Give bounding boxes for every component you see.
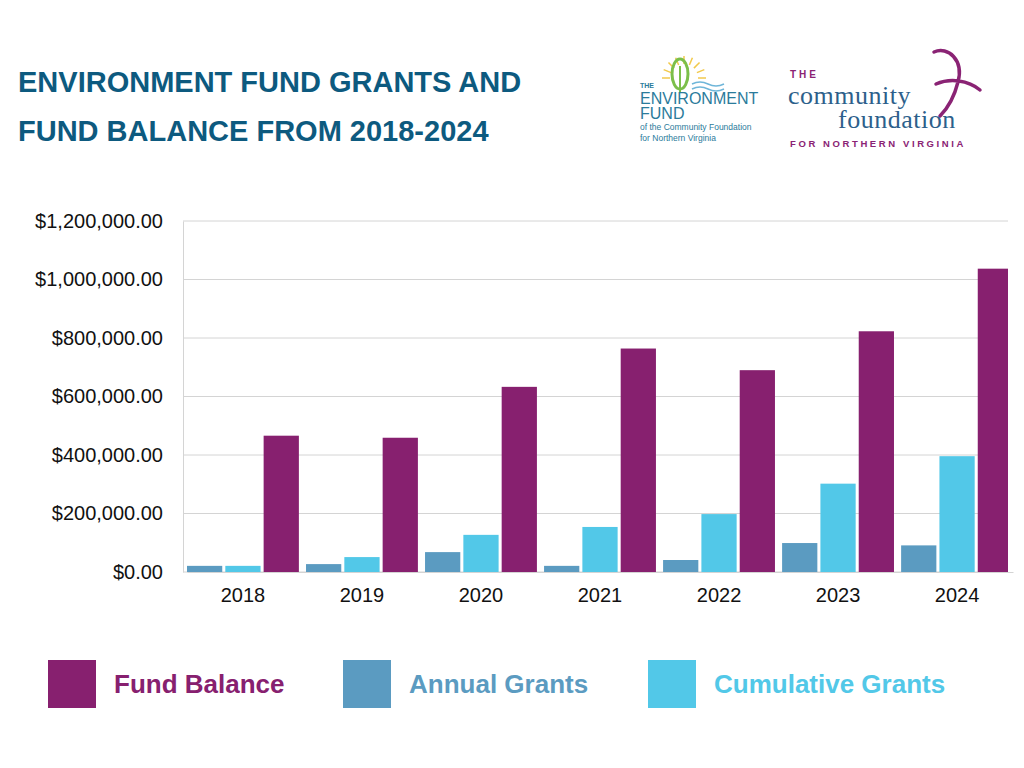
logo-sun-ray: [694, 62, 700, 68]
logo-text: FOR NORTHERN VIRGINIA: [790, 138, 966, 149]
legend-label: Annual Grants: [409, 669, 588, 699]
grid-line: [183, 221, 1008, 222]
legend-item: Annual Grants: [343, 660, 588, 708]
bar: [502, 387, 537, 572]
x-tick: 2024: [935, 572, 980, 606]
y-tick: $600,000.00: [52, 385, 183, 407]
x-axis-line: [188, 572, 1014, 573]
x-tick-label: 2020: [459, 584, 504, 606]
x-tick-label: 2021: [578, 584, 623, 606]
bar: [978, 269, 1008, 572]
bar: [939, 456, 974, 572]
y-tick-label: $400,000.00: [52, 444, 163, 466]
bar-series: [225, 456, 974, 572]
grid-line: [183, 279, 1008, 280]
bar: [264, 436, 299, 572]
bar: [463, 535, 498, 572]
x-tick: 2019: [340, 572, 385, 606]
logo-sun-ray: [664, 70, 671, 73]
y-tick-label: $1,200,000.00: [35, 210, 163, 232]
y-tick: $1,000,000.00: [35, 268, 183, 290]
bar: [820, 484, 855, 572]
x-tick: 2018: [221, 572, 266, 606]
chart-canvas: ENVIRONMENT FUND GRANTS AND FUND BALANCE …: [0, 0, 1024, 768]
y-tick-label: $1,000,000.00: [35, 268, 163, 290]
bar: [859, 331, 894, 572]
title-line: ENVIRONMENT FUND GRANTS AND: [18, 66, 521, 98]
title-line: FUND BALANCE FROM 2018-2024: [18, 115, 489, 147]
bar: [344, 557, 379, 572]
bar: [782, 543, 817, 572]
bar: [306, 564, 341, 572]
logo-text: of the Community Foundation: [640, 122, 752, 132]
x-tick: 2021: [578, 572, 623, 606]
logo-sun-ray: [662, 77, 670, 79]
x-tick-label: 2022: [697, 584, 742, 606]
legend-swatch: [648, 660, 696, 708]
grid: [183, 221, 1008, 572]
y-tick: $0.00: [113, 561, 183, 583]
x-tick: 2023: [816, 572, 861, 606]
logo-text: FUND: [640, 105, 684, 122]
logo-sun-ray: [698, 77, 706, 79]
y-tick: $400,000.00: [52, 444, 183, 466]
logo-trunk: [679, 66, 681, 92]
logo-sun-ray: [689, 58, 692, 65]
y-tick: $1,200,000.00: [35, 210, 183, 232]
logo-sun-ray: [697, 70, 704, 73]
x-tick-label: 2023: [816, 584, 861, 606]
y-tick: $800,000.00: [52, 327, 183, 349]
bar: [544, 566, 579, 572]
environment-fund-logo: THEENVIRONMENTFUNDof the Community Found…: [640, 56, 758, 143]
bar: [425, 552, 460, 572]
y-axis: $0.00 $200,000.00 $400,000.00 $600,000.00 $8…: [35, 210, 183, 583]
legend-label: Fund Balance: [114, 669, 284, 699]
logo-text: foundation: [838, 105, 956, 134]
legend-swatch: [343, 660, 391, 708]
y-tick-label: $600,000.00: [52, 385, 163, 407]
x-tick-label: 2018: [221, 584, 266, 606]
legend-item: Cumulative Grants: [648, 660, 945, 708]
x-tick-label: 2019: [340, 584, 385, 606]
community-foundation-logo: THEcommunityfoundationFOR NORTHERN VIRGI…: [788, 51, 980, 149]
logo-text: THE: [790, 69, 819, 80]
y-tick-label: $200,000.00: [52, 502, 163, 524]
y-tick: $200,000.00: [52, 502, 183, 524]
logo-text: for Northern Virginia: [640, 133, 716, 143]
y-tick-label: $800,000.00: [52, 327, 163, 349]
bar: [701, 514, 736, 572]
bar: [663, 560, 698, 572]
bar: [582, 527, 617, 572]
bars: [187, 269, 1008, 572]
bar: [901, 545, 936, 572]
legend-swatch: [48, 660, 96, 708]
bar: [225, 566, 260, 572]
bar: [187, 566, 222, 572]
x-axis: 2018 2019 2020 2021 2022 2023 2024: [188, 572, 1014, 606]
legend: Fund Balance Annual Grants Cumulative Gran…: [48, 660, 945, 708]
x-tick: 2022: [697, 572, 742, 606]
bar-series: [264, 269, 1008, 572]
chart-title: ENVIRONMENT FUND GRANTS AND FUND BALANCE …: [18, 66, 521, 147]
y-axis-line: [183, 222, 184, 573]
legend-item: Fund Balance: [48, 660, 284, 708]
x-tick: 2020: [459, 572, 504, 606]
x-tick-label: 2024: [935, 584, 980, 606]
legend-label: Cumulative Grants: [714, 669, 945, 699]
logo-text: THE: [640, 82, 654, 89]
y-tick-label: $0.00: [113, 561, 163, 583]
bar: [740, 370, 775, 572]
bar: [621, 349, 656, 572]
bar: [383, 438, 418, 572]
